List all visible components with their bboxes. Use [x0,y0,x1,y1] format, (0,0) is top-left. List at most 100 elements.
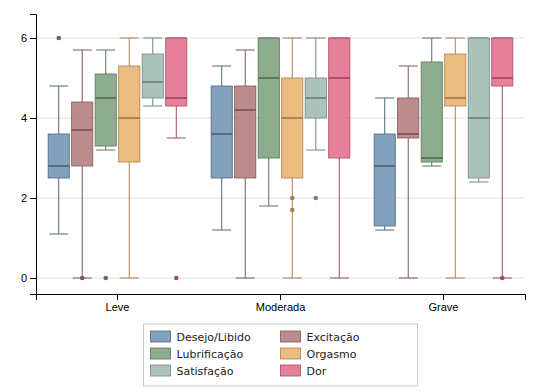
whisker-low [292,178,293,278]
whisker-low [315,118,316,150]
median [329,77,350,79]
box-body [211,86,232,178]
box [421,38,442,166]
median [398,133,419,135]
y-tick-label: 2 [21,192,27,204]
legend-item: Satisfação [151,365,234,378]
whisker-low [105,146,106,150]
whisker-cap-low [96,150,115,151]
outlier [290,208,295,213]
legend-label: Dor [307,365,327,378]
legend: Desejo/LibidoExcitaçãoLubrificaçãoOrgasm… [144,324,418,386]
outlier [174,276,179,281]
whisker-cap-low [469,182,488,183]
box-body [329,38,350,158]
box-series [48,36,395,234]
median [95,97,116,99]
whisker-high [431,38,432,62]
whisker-cap-high [375,98,394,99]
box-body [235,86,256,178]
outlier [103,276,108,281]
whisker-high [129,38,130,66]
whisker-low [176,106,177,138]
whisker-low [408,138,409,278]
plot-area: 0 2 4 6 LeveModeradaGrave [21,15,526,313]
box [305,38,326,200]
whisker-low [82,166,83,278]
box-series [166,38,513,280]
median [282,117,303,119]
box-body [282,78,303,178]
whisker-low [152,98,153,106]
y-tick-label: 4 [21,112,27,124]
outlier [313,196,318,201]
whisker-low [339,158,340,278]
median [211,133,232,135]
box [119,38,140,278]
box-body [445,54,466,106]
box [374,98,395,230]
median [235,109,256,111]
x-tick-mark [443,294,444,300]
whisker-cap-high [120,38,139,39]
whisker-cap-high [283,38,302,39]
whisker-cap-high [236,50,255,51]
whisker-cap-high [306,38,325,39]
whisker-cap-high [143,38,162,39]
median [305,97,326,99]
whisker-high [82,50,83,102]
median [119,117,140,119]
box [95,50,116,280]
whisker-low [129,162,130,278]
y-tick-mark [30,278,36,279]
legend-item: Desejo/Libido [151,331,251,344]
whisker-low [502,86,503,278]
y-tick: 6 [21,32,36,44]
outlier [80,276,85,281]
median [72,129,93,131]
y-tick-label: 0 [21,272,27,284]
box-body [398,98,419,138]
legend-item: Lubrificação [151,348,244,361]
outlier [56,36,61,41]
y-tick-mark [30,118,36,119]
median [445,97,466,99]
median [421,157,442,159]
whisker-cap-low [49,234,68,235]
whisker-cap-low [375,230,394,231]
median [48,165,69,167]
x-axis-line [37,295,526,301]
x-tick-mark [117,294,118,300]
whisker-low [268,158,269,206]
y-tick: 2 [21,192,36,204]
whisker-high [315,38,316,78]
legend-item: Dor [281,365,327,378]
box [48,36,69,234]
whisker-low [58,178,59,234]
whisker-cap-low [422,166,441,167]
y-tick-mark [30,198,36,199]
whisker-cap-low [283,278,302,279]
whisker-high [58,86,59,134]
median [468,117,489,119]
whisker-high [384,98,385,134]
marks [48,36,513,281]
whisker-cap-low [212,230,231,231]
outlier [500,276,505,281]
box-body [305,78,326,118]
whisker-cap-high [212,66,231,67]
legend-swatch [281,365,301,376]
whisker-high [408,66,409,98]
y-tick-mark [30,38,36,39]
x-axis: LeveModeradaGrave [37,294,526,313]
legend-swatch [281,331,301,342]
whisker-high [245,50,246,86]
whisker-high [105,50,106,74]
grid-line [36,198,525,199]
grid-line [36,278,525,279]
whisker-low [431,162,432,166]
whisker-low [221,178,222,230]
box-body [119,66,140,162]
box-body [468,38,489,178]
x-tick-label: Leve [106,301,130,313]
